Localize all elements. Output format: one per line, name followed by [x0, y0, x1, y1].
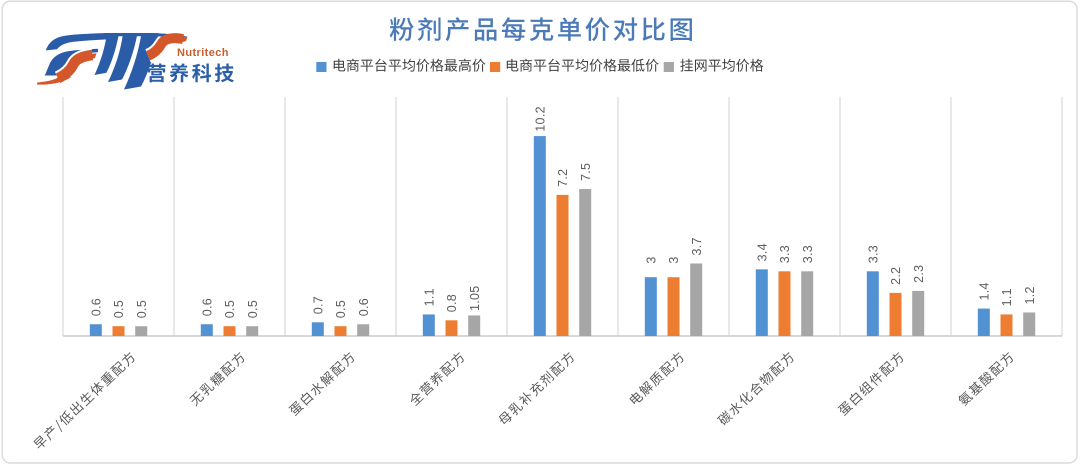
svg-text:1.1: 1.1	[422, 288, 436, 306]
svg-text:1.2: 1.2	[1023, 286, 1037, 304]
svg-text:3.4: 3.4	[755, 243, 769, 261]
svg-text:7.5: 7.5	[579, 163, 593, 181]
svg-text:0.5: 0.5	[112, 300, 126, 318]
svg-text:0.5: 0.5	[334, 300, 348, 318]
svg-text:0.7: 0.7	[311, 296, 325, 314]
svg-text:3: 3	[667, 256, 681, 263]
svg-text:2.2: 2.2	[889, 267, 903, 285]
svg-text:1.05: 1.05	[468, 285, 482, 311]
svg-text:3: 3	[644, 256, 658, 263]
svg-text:2.3: 2.3	[912, 265, 926, 283]
svg-text:0.6: 0.6	[357, 298, 371, 316]
svg-text:0.5: 0.5	[135, 300, 149, 318]
svg-text:1.4: 1.4	[977, 282, 991, 300]
svg-text:0.5: 0.5	[223, 300, 237, 318]
svg-text:3.7: 3.7	[690, 237, 704, 255]
svg-text:0.6: 0.6	[200, 298, 214, 316]
svg-text:0.8: 0.8	[445, 294, 459, 312]
svg-text:10.2: 10.2	[533, 106, 547, 132]
svg-text:3.3: 3.3	[778, 245, 792, 263]
svg-text:1.1: 1.1	[1000, 288, 1014, 306]
svg-text:0.6: 0.6	[89, 298, 103, 316]
svg-text:7.2: 7.2	[556, 169, 570, 187]
svg-text:3.3: 3.3	[801, 245, 815, 263]
svg-text:0.5: 0.5	[246, 300, 260, 318]
svg-text:Nutritech: Nutritech	[177, 47, 229, 59]
svg-text:3.3: 3.3	[866, 245, 880, 263]
